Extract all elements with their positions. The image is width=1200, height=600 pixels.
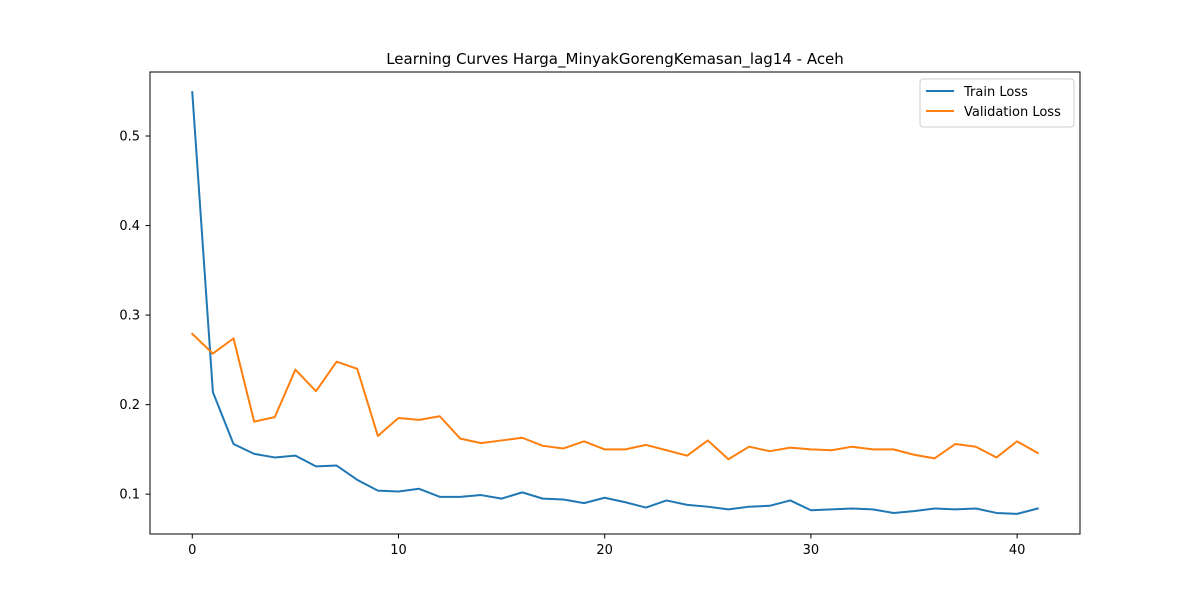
x-axis: 0 10 20 30 40 xyxy=(188,534,1025,558)
x-tick-label: 30 xyxy=(803,543,820,558)
y-tick-label: 0.5 xyxy=(119,130,140,145)
legend: Train Loss Validation Loss xyxy=(919,78,1075,128)
x-tick-label: 10 xyxy=(390,543,407,558)
series-layer xyxy=(190,91,1040,515)
chart-title: Learning Curves Harga_MinyakGorengKemasa… xyxy=(386,50,844,69)
y-tick-label: 0.1 xyxy=(119,488,140,503)
series-line-validation-loss xyxy=(190,332,1040,461)
y-tick-label: 0.2 xyxy=(119,398,140,413)
x-tick-label: 40 xyxy=(1009,543,1026,558)
axes-frame xyxy=(149,71,1081,535)
legend-box xyxy=(919,78,1075,128)
y-tick-label: 0.4 xyxy=(119,219,140,234)
legend-label-train-loss: Train Loss xyxy=(963,85,1028,100)
x-tick-label: 20 xyxy=(596,543,613,558)
legend-label-validation-loss: Validation Loss xyxy=(964,105,1061,120)
series-line-train-loss xyxy=(191,91,1039,515)
x-tick-label: 0 xyxy=(188,543,196,558)
y-axis: 0.1 0.2 0.3 0.4 0.5 xyxy=(119,130,150,503)
y-tick-label: 0.3 xyxy=(119,309,140,324)
